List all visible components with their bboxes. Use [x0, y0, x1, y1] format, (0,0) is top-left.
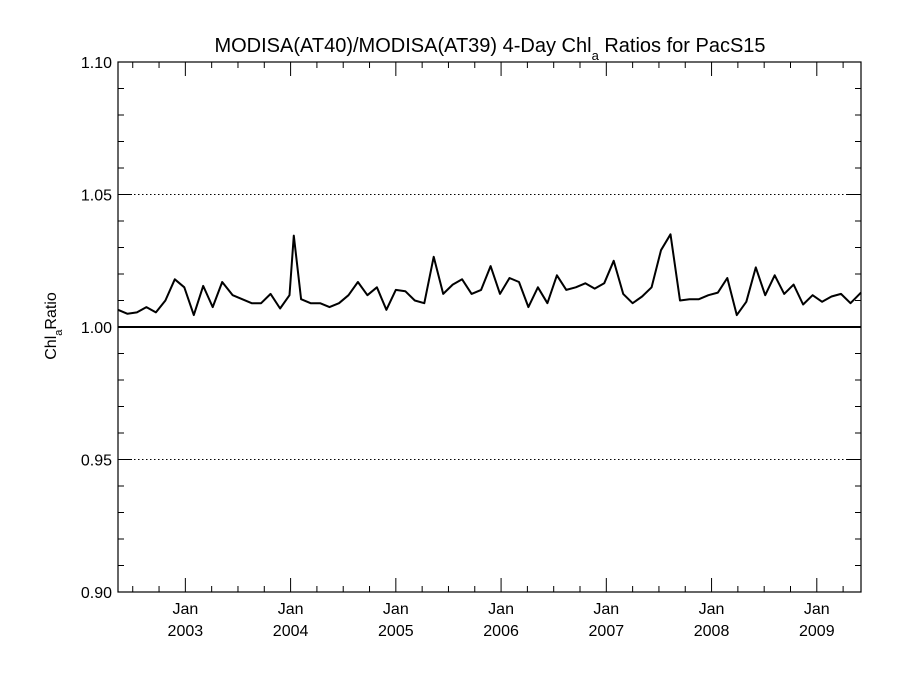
x-tick-year-label: 2005	[378, 623, 414, 640]
y-axis-label-main: Chl	[43, 336, 60, 360]
x-tick-year-label: 2008	[694, 623, 730, 640]
y-axis-ticks: 0.90 0.95 1.00 1.05 1.10	[81, 55, 112, 602]
y-axis-label: ChlaRatio	[43, 292, 65, 360]
y-tick-label: 1.05	[81, 188, 112, 205]
x-tick-month-label: Jan	[804, 601, 830, 618]
y-axis-label-rest: Ratio	[43, 292, 60, 329]
chart-title: MODISA(AT40)/MODISA(AT39) 4-Day Chla Rat…	[214, 35, 765, 63]
x-tick-year-label: 2004	[273, 623, 309, 640]
x-tick-month-label: Jan	[488, 601, 514, 618]
y-axis-label-subscript: a	[53, 329, 65, 336]
x-tick-year-label: 2007	[589, 623, 625, 640]
minor-ticks	[118, 61, 861, 593]
y-tick-label: 1.10	[81, 55, 112, 72]
x-tick-month-label: Jan	[593, 601, 619, 618]
series-line-0	[117, 233, 862, 317]
y-tick-label: 1.00	[81, 320, 112, 337]
x-tick-month-label: Jan	[699, 601, 725, 618]
y-tick-label: 0.90	[81, 585, 112, 602]
x-tick-month-label: Jan	[383, 601, 409, 618]
x-axis-ticks: Jan 2003 Jan 2004 Jan 2005 Jan 2006 Jan 2007 Jan 20…	[132, 62, 844, 640]
chart-title-main: MODISA(AT40)/MODISA(AT39) 4-Day Chl	[214, 35, 591, 57]
x-tick-month-label: Jan	[172, 601, 198, 618]
x-tick-month-label: Jan	[278, 601, 304, 618]
x-tick-year-label: 2006	[483, 623, 519, 640]
plot-frame	[117, 61, 862, 593]
chart-title-subscript: a	[592, 48, 600, 63]
x-tick-year-label: 2009	[799, 623, 835, 640]
series-group	[117, 233, 862, 317]
chart-title-rest: Ratios for PacS15	[599, 35, 766, 57]
y-tick-label: 0.95	[81, 453, 112, 470]
x-tick-year-label: 2003	[168, 623, 204, 640]
